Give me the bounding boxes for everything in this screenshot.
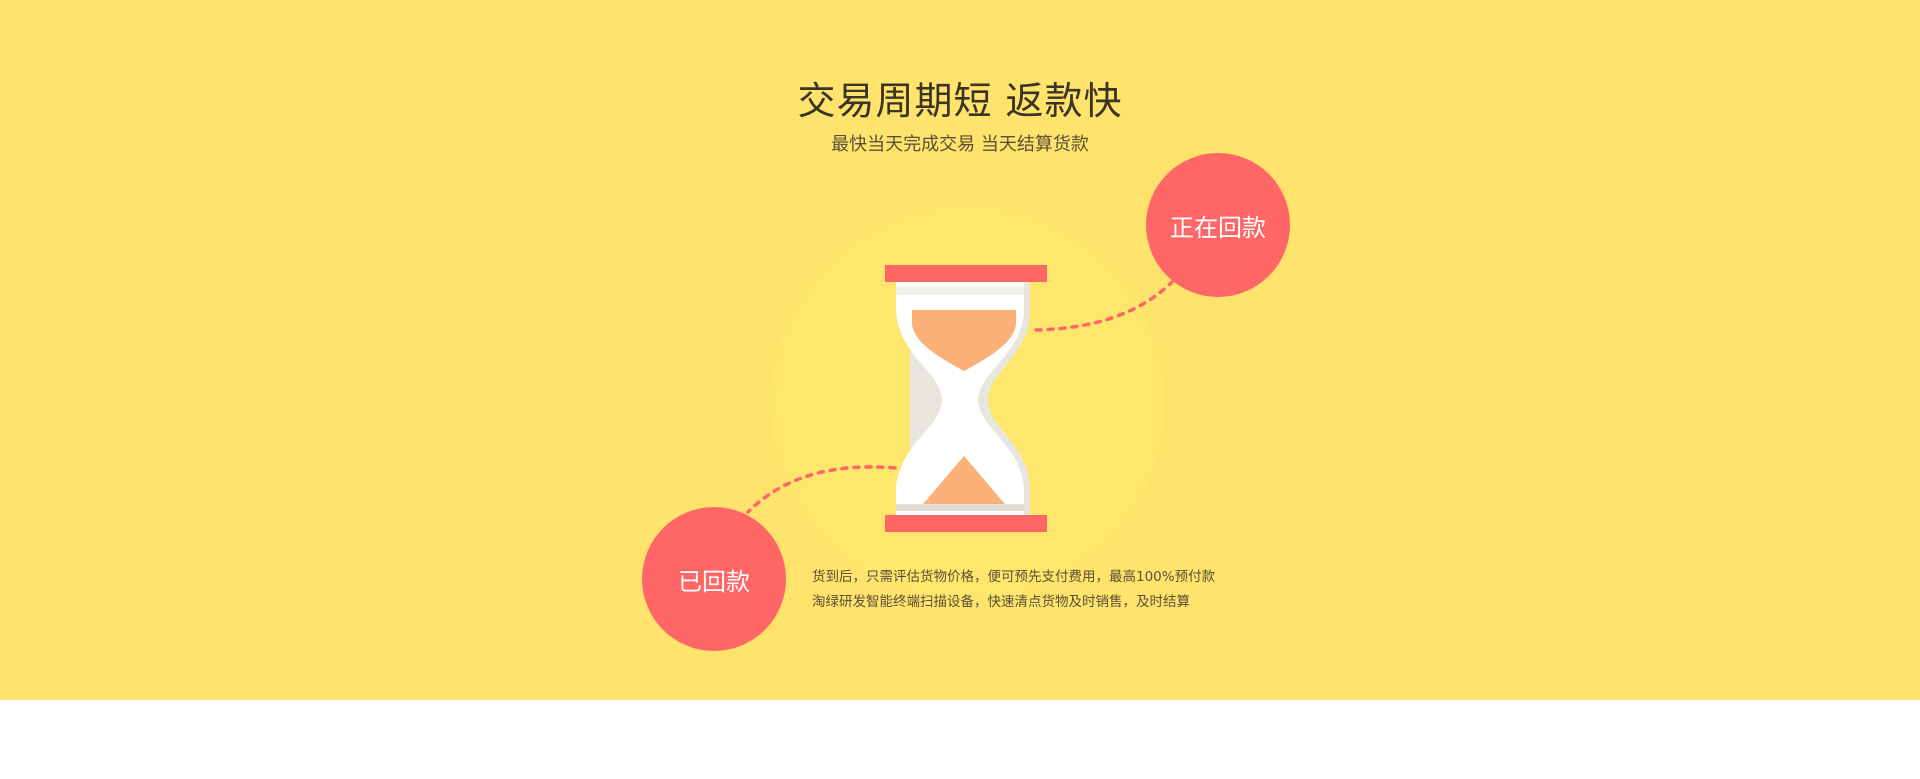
returning-status-badge: 正在回款	[1146, 153, 1290, 297]
returned-status-badge: 已回款	[642, 507, 786, 651]
description-line-2: 淘绿研发智能终端扫描设备，快速清点货物及时销售，及时结算	[812, 594, 1190, 610]
page-subtitle: 最快当天完成交易 当天结算货款	[831, 134, 1089, 155]
feature-description: 货到后，只需评估货物价格，便可预先支付费用，最高100%预付款 淘绿研发智能终端…	[812, 565, 1272, 615]
page-title: 交易周期短 返款快	[797, 79, 1123, 123]
description-line-1: 货到后，只需评估货物价格，便可预先支付费用，最高100%预付款	[812, 569, 1216, 585]
hourglass-icon	[885, 265, 1047, 532]
feature-banner: 交易周期短 返款快 最快当天完成交易 当天结算货款 正在回款 已回款 货到后，只…	[0, 0, 1920, 700]
